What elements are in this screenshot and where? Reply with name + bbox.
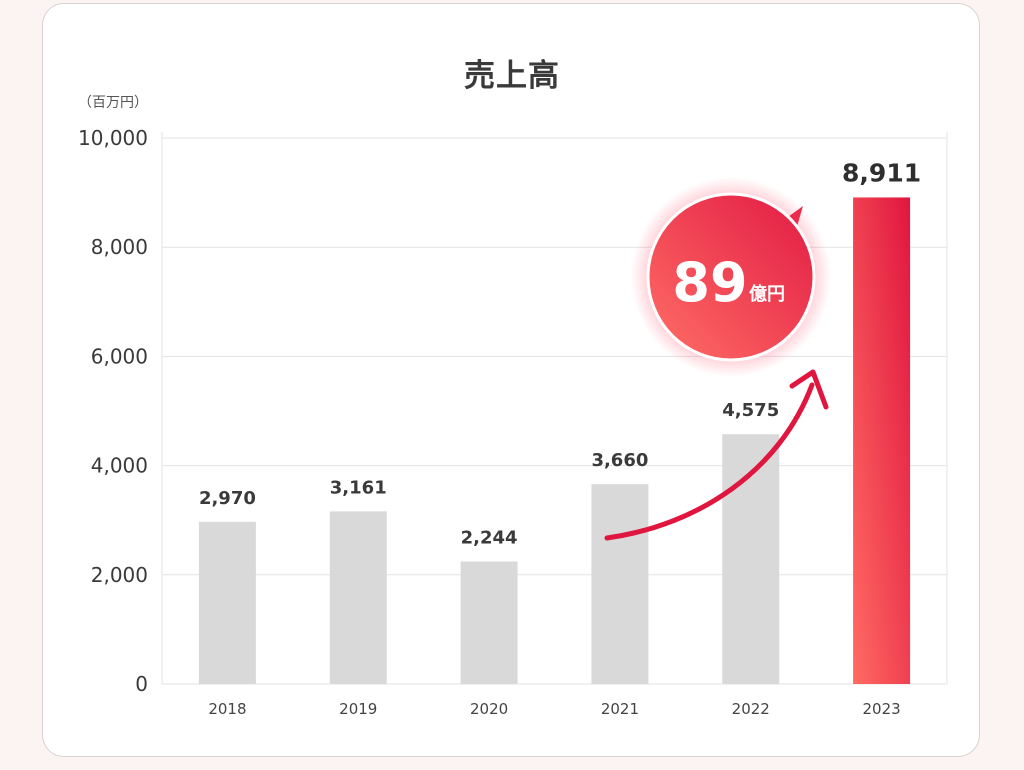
bar [591,484,649,684]
y-tick-label: 4,000 [91,454,148,478]
value-label: 2,244 [461,527,518,548]
value-label: 4,575 [722,400,779,421]
y-axis: 0 2,000 4,000 6,000 8,000 10,000 [78,126,148,696]
y-tick-label: 6,000 [91,344,148,368]
x-axis: 2018 2019 2020 2021 2022 2023 [208,700,900,718]
x-tick-label: 2020 [470,700,508,718]
y-tick-label: 2,000 [91,563,148,587]
value-label: 3,660 [591,450,648,471]
value-label: 2,970 [199,488,256,509]
trend-arrow [604,382,815,541]
badge-unit: 億円 [749,283,785,305]
bar [198,521,256,684]
bar [460,561,518,684]
y-axis-unit: （百万円） [78,95,148,111]
y-tick-label: 8,000 [91,235,148,259]
x-tick-label: 2023 [862,700,900,718]
badge-value: 89 [672,251,747,314]
bar-highlight [853,197,911,684]
x-tick-label: 2018 [208,700,246,718]
y-tick-label: 0 [135,672,148,696]
x-tick-label: 2022 [732,700,770,718]
value-label: 8,911 [842,158,921,187]
grid-lines [161,132,948,685]
x-tick-label: 2021 [601,700,639,718]
bar [329,511,387,684]
x-tick-label: 2019 [339,700,377,718]
growth-badge: 89 億円 [631,177,831,377]
y-tick-label: 10,000 [78,126,148,150]
value-labels: 2,970 3,161 2,244 3,660 4,575 8,911 [199,158,921,548]
chart-title: 売上高 [464,58,560,94]
trend-arrowhead [789,369,829,410]
value-label: 3,161 [330,477,387,498]
